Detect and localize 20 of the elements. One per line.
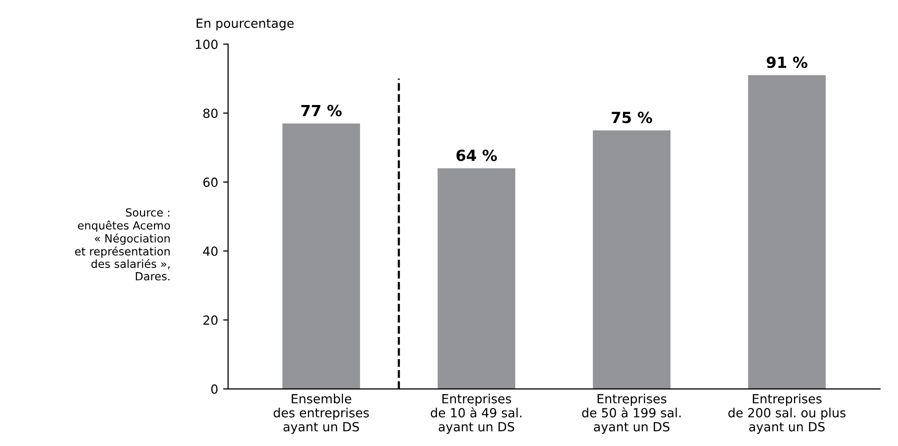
y-tick-label: 40: [203, 246, 218, 256]
data-label: 91 %: [766, 56, 808, 68]
bar: [748, 75, 826, 389]
y-tick-label: 80: [203, 108, 218, 118]
data-label: 75 %: [612, 112, 652, 124]
y-tick-label: 0: [211, 384, 218, 394]
bar: [282, 123, 360, 389]
data-label: 77 %: [301, 104, 342, 116]
y-tick-label: 100: [196, 40, 218, 50]
bar: [592, 130, 670, 389]
x-tick-label: Entreprises de 50 à 199 sal. ayant un DS: [582, 394, 681, 434]
data-label: 64 %: [456, 150, 497, 162]
x-tick-label: Ensemble des entreprises ayant un DS: [274, 394, 369, 434]
y-axis-title: En pourcentage: [196, 18, 294, 30]
x-tick-label: Entreprises de 10 à 49 sal. ayant un DS: [430, 394, 522, 434]
source-note: Source : enquêtes Acemo « Négociation et représentation des salariés », Dares.: [75, 208, 170, 280]
bar: [438, 168, 516, 389]
x-tick-label: Entreprises de 200 sal. ou plus ayant un DS: [728, 394, 846, 434]
y-tick-label: 60: [203, 178, 218, 187]
y-tick-label: 20: [203, 315, 218, 325]
